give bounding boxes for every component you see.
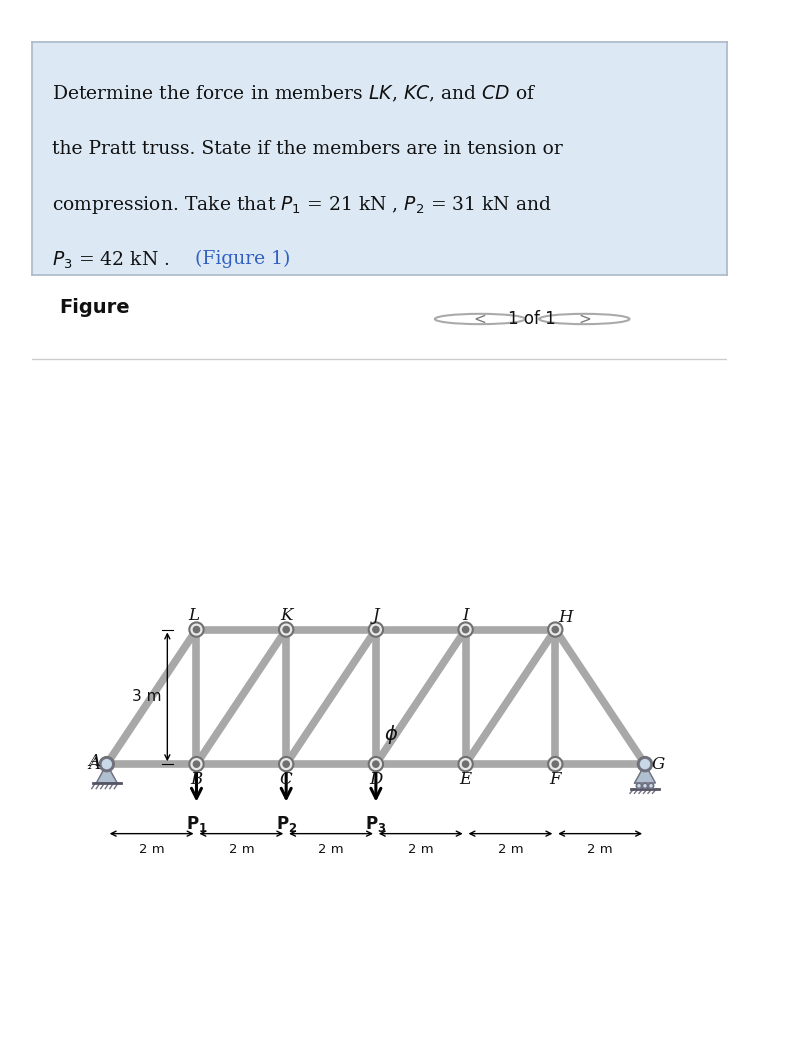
Text: 2 m: 2 m: [139, 842, 164, 856]
Circle shape: [649, 783, 653, 788]
Text: 3 m: 3 m: [133, 690, 162, 705]
Text: A: A: [88, 753, 100, 770]
Polygon shape: [96, 764, 117, 783]
Circle shape: [373, 761, 379, 767]
Text: I: I: [462, 606, 469, 624]
Text: the Pratt truss. State if the members are in tension or: the Pratt truss. State if the members ar…: [52, 140, 563, 158]
Text: $\mathbf{P_1}$: $\mathbf{P_1}$: [186, 815, 207, 835]
Polygon shape: [634, 764, 656, 783]
Circle shape: [100, 756, 114, 771]
Circle shape: [458, 756, 472, 771]
Circle shape: [283, 626, 289, 633]
Circle shape: [552, 626, 559, 633]
Circle shape: [462, 761, 468, 767]
Text: H: H: [558, 608, 573, 625]
Text: L: L: [189, 606, 200, 624]
Circle shape: [548, 756, 562, 771]
Text: C: C: [280, 771, 292, 788]
Text: K: K: [280, 606, 292, 624]
Text: A: A: [88, 755, 100, 772]
Text: 2 m: 2 m: [228, 842, 254, 856]
Circle shape: [100, 758, 113, 770]
Circle shape: [194, 626, 200, 633]
Text: >: >: [578, 311, 591, 327]
Circle shape: [638, 756, 653, 771]
Text: 1 of 1: 1 of 1: [508, 310, 556, 328]
Circle shape: [103, 761, 110, 767]
Text: D: D: [369, 771, 382, 788]
Circle shape: [552, 761, 559, 767]
Circle shape: [190, 622, 204, 637]
Circle shape: [641, 761, 648, 767]
Text: 2 m: 2 m: [408, 842, 434, 856]
Circle shape: [279, 756, 293, 771]
Text: 2 m: 2 m: [587, 842, 613, 856]
Text: Determine the force in members $\mathit{LK}$, $\mathit{KC}$, and $\mathit{CD}$ o: Determine the force in members $\mathit{…: [52, 85, 536, 105]
Text: <: <: [474, 311, 487, 327]
Circle shape: [194, 761, 200, 767]
Text: F: F: [550, 771, 561, 788]
Text: $\mathbf{P_3}$: $\mathbf{P_3}$: [365, 815, 386, 835]
Circle shape: [373, 626, 379, 633]
Text: 2 m: 2 m: [318, 842, 344, 856]
Circle shape: [369, 756, 383, 771]
Circle shape: [642, 783, 648, 788]
Text: (Figure 1): (Figure 1): [195, 250, 291, 268]
Text: Figure: Figure: [59, 298, 130, 317]
Text: $P_3$ = 42 kN .: $P_3$ = 42 kN .: [52, 250, 170, 271]
Text: E: E: [460, 771, 472, 788]
Circle shape: [462, 626, 468, 633]
Text: $\phi$: $\phi$: [384, 724, 398, 747]
Text: J: J: [373, 606, 379, 624]
Text: 2 m: 2 m: [498, 842, 523, 856]
Text: compression. Take that $P_1$ = 21 kN , $P_2$ = 31 kN and: compression. Take that $P_1$ = 21 kN , $…: [52, 194, 552, 216]
Circle shape: [548, 622, 562, 637]
Circle shape: [283, 761, 289, 767]
Circle shape: [279, 622, 293, 637]
Circle shape: [458, 622, 472, 637]
Circle shape: [639, 758, 651, 770]
Text: $\mathbf{P_2}$: $\mathbf{P_2}$: [276, 815, 297, 835]
Text: G: G: [652, 755, 665, 772]
Circle shape: [369, 622, 383, 637]
Text: B: B: [190, 771, 202, 788]
Circle shape: [190, 756, 204, 771]
Circle shape: [636, 783, 641, 788]
